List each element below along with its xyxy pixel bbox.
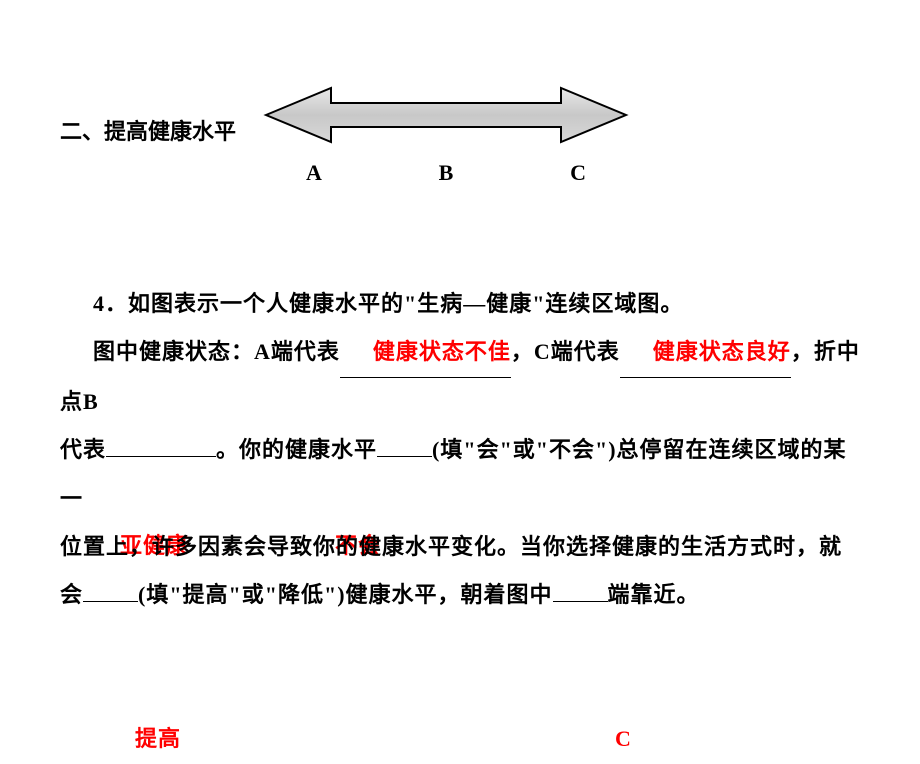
text-segment: 会 — [60, 582, 83, 607]
question-content: 4．如图表示一个人健康水平的"生病—健康"连续区域图。 图中健康状态：A端代表 健… — [60, 280, 860, 620]
line-5: 会(填"提高"或"降低")健康水平，朝着图中端靠近。 提高 C — [60, 571, 860, 619]
answer-end: C — [615, 715, 632, 763]
answer-a: 健康状态不佳 — [373, 339, 511, 364]
blank-a: 健康状态不佳 — [340, 328, 511, 377]
blank-b — [106, 456, 216, 457]
label-b: B — [439, 160, 454, 186]
line-4: 位置上，许多因素会导致你的健康水平变化。当你选择健康的生活方式时，就 — [60, 523, 860, 571]
text-segment: ，C端代表 — [511, 339, 620, 364]
blank-c: 健康状态良好 — [620, 328, 791, 377]
blank-will — [377, 456, 432, 457]
section-title: 二、提高健康水平 — [60, 114, 236, 146]
text-segment: 端靠近。 — [608, 582, 700, 607]
line-3: 代表。你的健康水平(填"会"或"不会")总停留在连续区域的某一 亚健康 不会 — [60, 426, 860, 523]
answer-improve: 提高 — [135, 715, 181, 763]
answer-c: 健康状态良好 — [653, 339, 791, 364]
blank-end — [553, 601, 608, 602]
text-segment: 图中健康状态：A端代表 — [93, 339, 340, 364]
question-intro: 4．如图表示一个人健康水平的"生病—健康"连续区域图。 — [60, 280, 860, 328]
arrow-diagram: A B C — [256, 80, 636, 180]
text-segment: (填"会"或"不会")总停留在连续区域的某一 — [60, 437, 847, 510]
label-c: C — [570, 160, 586, 186]
line-2: 图中健康状态：A端代表健康状态不佳，C端代表健康状态良好，折中点B — [60, 328, 860, 426]
label-a: A — [306, 160, 322, 186]
text-segment: (填"提高"或"降低")健康水平，朝着图中 — [138, 582, 553, 607]
text-segment: 。你的健康水平 — [216, 437, 377, 462]
double-arrow-icon — [256, 80, 636, 150]
blank-improve — [83, 601, 138, 602]
text-segment: 代表 — [60, 437, 106, 462]
